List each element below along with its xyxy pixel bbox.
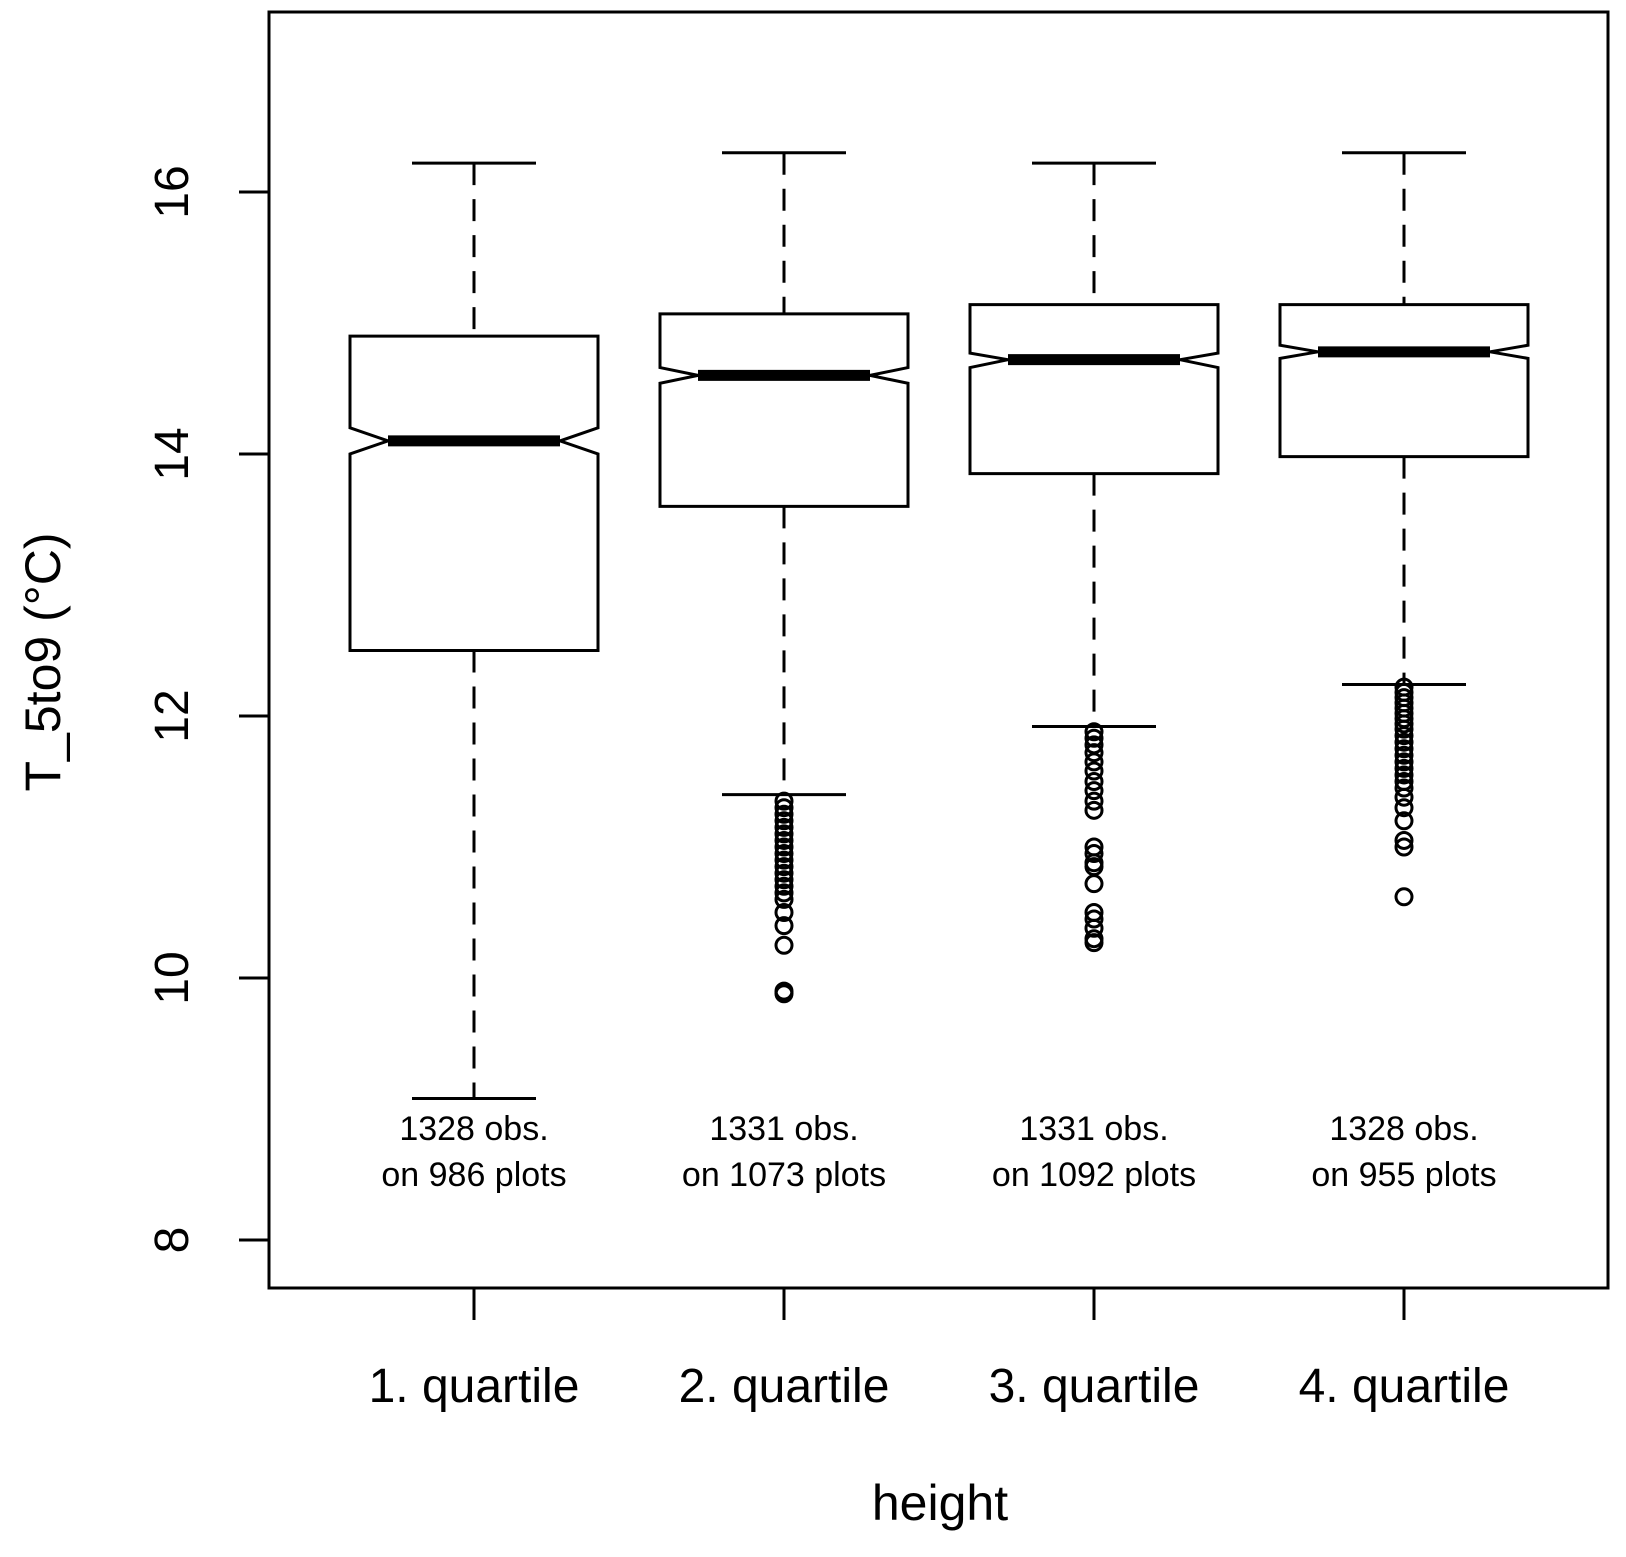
outlier-point (1394, 830, 1414, 850)
outlier-point (1394, 719, 1414, 739)
outlier-point (774, 837, 794, 857)
box-group: 1331 obs. on 1073 plots (658, 151, 910, 1194)
outlier-point (1084, 844, 1104, 864)
outlier-point (774, 863, 794, 883)
y-axis: 8 10 12 14 16 (146, 165, 269, 1253)
y-tick-label: 14 (146, 427, 199, 480)
outlier-point (774, 817, 794, 837)
outlier-point (1084, 933, 1104, 953)
outlier-point (1394, 752, 1414, 772)
outlier-point (1084, 752, 1104, 772)
outlier-point (774, 844, 794, 864)
outlier-point (1084, 800, 1104, 820)
outlier-point (774, 883, 794, 903)
plots-count-label: on 1073 plots (682, 1156, 886, 1194)
outlier-point (774, 916, 794, 936)
outlier-point (1394, 765, 1414, 785)
outlier-point (1394, 887, 1414, 907)
outlier-point (1394, 714, 1414, 734)
outlier-point (1394, 778, 1414, 798)
outlier-point (1394, 758, 1414, 778)
y-tick-label: 16 (146, 165, 199, 218)
plots-count-label: on 1092 plots (992, 1156, 1196, 1194)
outlier-point (1394, 787, 1414, 807)
x-axis: 1. quartile 2. quartile 3. quartile 4. quar… (369, 1288, 1510, 1413)
outlier-point (774, 811, 794, 831)
outlier-point (1084, 772, 1104, 791)
obs-count-label: 1328 obs. (1329, 1110, 1478, 1148)
box-group: 1328 obs. on 955 plots (1278, 151, 1530, 1194)
outlier-point (774, 984, 794, 1004)
x-tick-label: 1. quartile (369, 1360, 580, 1413)
outlier-point (1394, 732, 1414, 752)
y-axis-title: T_5to9 (°C) (15, 533, 71, 792)
plots-count-label: on 986 plots (381, 1156, 566, 1194)
outlier-point (1394, 745, 1414, 765)
obs-count-label: 1331 obs. (1019, 1110, 1168, 1148)
plots-count-label: on 955 plots (1311, 1156, 1496, 1194)
outlier-point (774, 889, 794, 909)
box-group: 1331 obs. on 1092 plots (968, 161, 1220, 1194)
outlier-point (774, 804, 794, 824)
plot-frame (267, 10, 1610, 1290)
outlier-point (774, 903, 794, 922)
outlier-point (1084, 918, 1104, 938)
x-tick-label: 2. quartile (679, 1360, 890, 1413)
outlier-point (1084, 791, 1104, 811)
outlier-point (1394, 811, 1414, 831)
outlier-point (1394, 726, 1414, 746)
outlier-point (774, 876, 794, 896)
outlier-point (1084, 728, 1104, 748)
plot-area: 1328 obs. on 986 plots 1331 obs. on 1073 pl… (267, 10, 1610, 1290)
obs-count-label: 1331 obs. (709, 1110, 858, 1148)
outlier-point (1084, 743, 1104, 763)
x-tick-label: 4. quartile (1299, 1360, 1510, 1413)
x-axis-title: height (872, 1475, 1008, 1531)
outlier-point (1394, 837, 1414, 857)
outlier-point (1084, 722, 1104, 742)
y-tick-label: 10 (146, 951, 199, 1004)
outlier-point (1084, 874, 1104, 894)
outlier-point (1394, 798, 1414, 818)
outlier-point (774, 798, 794, 818)
notched-box (968, 303, 1220, 476)
outlier-point (774, 870, 794, 890)
outlier-point (1084, 909, 1104, 929)
outlier-point (774, 791, 794, 811)
outlier-point (1394, 739, 1414, 759)
obs-count-label: 1328 obs. (399, 1110, 548, 1148)
outlier-point (774, 830, 794, 850)
y-tick-label: 8 (146, 1227, 199, 1254)
box-group: 1328 obs. on 986 plots (348, 161, 600, 1194)
notched-box (348, 334, 600, 652)
notched-box (1278, 303, 1530, 459)
outlier-point (1084, 781, 1104, 801)
y-tick-label: 12 (146, 689, 199, 742)
x-tick-label: 3. quartile (989, 1360, 1200, 1413)
outlier-point (774, 850, 794, 870)
outlier-point (774, 935, 794, 955)
outlier-point (1084, 761, 1104, 781)
outlier-point (774, 824, 794, 844)
outlier-point (774, 857, 794, 877)
notched-box (658, 312, 910, 508)
